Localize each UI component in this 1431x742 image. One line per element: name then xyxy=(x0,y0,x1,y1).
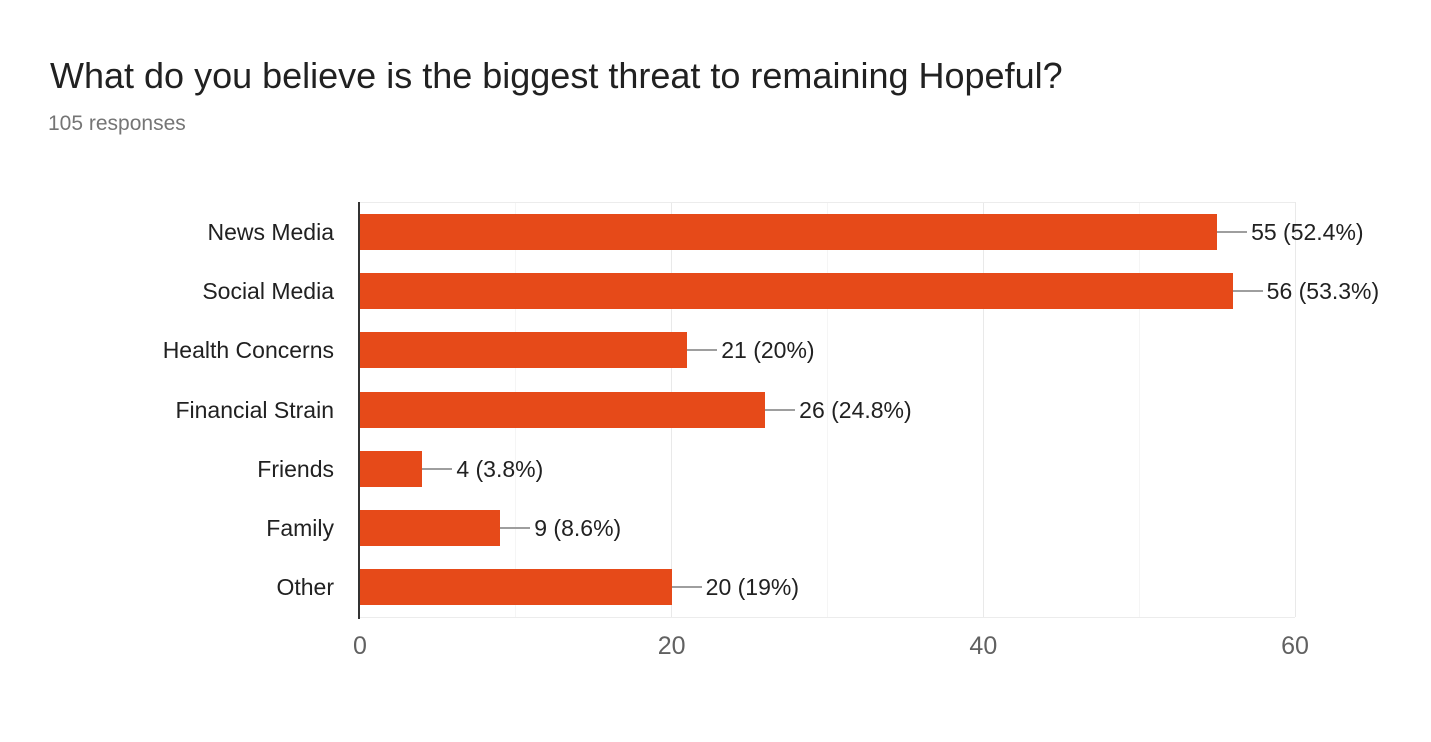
value-label-friends: 4 (3.8%) xyxy=(456,455,544,482)
bar-friends xyxy=(360,450,423,487)
value-label-other: 20 (19%) xyxy=(705,574,799,601)
bar-other xyxy=(360,569,672,606)
bar-health-concerns xyxy=(360,332,688,369)
bar-social-media xyxy=(360,272,1233,309)
value-label-news-media: 55 (52.4%) xyxy=(1251,218,1364,245)
value-label-family: 9 (8.6%) xyxy=(534,515,622,542)
category-label-other: Other xyxy=(276,574,334,601)
x-tick-label-60: 60 xyxy=(1281,632,1309,660)
value-leader-line xyxy=(1217,230,1248,233)
bar-news-media xyxy=(360,213,1218,250)
category-label-financial-strain: Financial Strain xyxy=(175,396,334,423)
category-label-social-media: Social Media xyxy=(202,277,334,304)
major-gridline xyxy=(982,202,984,617)
value-leader-line xyxy=(671,586,702,589)
x-tick-label-40: 40 xyxy=(969,632,998,660)
category-label-health-concerns: Health Concerns xyxy=(162,337,334,364)
category-label-news-media: News Media xyxy=(207,218,334,245)
category-label-family: Family xyxy=(266,515,334,542)
value-label-social-media: 56 (53.3%) xyxy=(1266,277,1380,304)
value-leader-line xyxy=(500,527,531,530)
value-leader-line xyxy=(1232,289,1263,292)
value-leader-line xyxy=(687,349,718,352)
plot-bottom-border xyxy=(360,617,1295,618)
bar-financial-strain xyxy=(360,391,766,428)
minor-gridline xyxy=(1138,202,1140,617)
value-label-financial-strain: 26 (24.8%) xyxy=(799,396,912,423)
y-axis-line xyxy=(358,202,360,619)
plot-top-border xyxy=(360,202,1295,203)
x-tick-label-0: 0 xyxy=(353,632,367,660)
question-title: What do you believe is the biggest threa… xyxy=(50,55,1063,96)
value-leader-line xyxy=(422,467,453,470)
major-gridline xyxy=(1294,202,1296,617)
x-tick-label-20: 20 xyxy=(657,632,686,660)
value-label-health-concerns: 21 (20%) xyxy=(721,337,815,364)
bar-family xyxy=(360,510,501,547)
minor-gridline xyxy=(827,202,828,617)
value-leader-line xyxy=(765,408,796,411)
category-label-friends: Friends xyxy=(257,455,334,482)
response-count: 105 responses xyxy=(48,112,186,135)
